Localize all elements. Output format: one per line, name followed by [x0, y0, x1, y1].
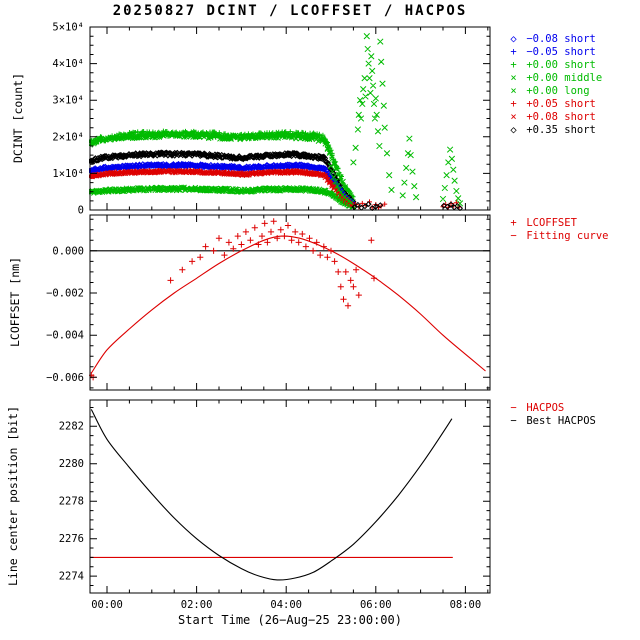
legend-label: +0.35 short: [520, 124, 596, 136]
y-tick-label: 2278: [59, 496, 84, 508]
y-tick-label: 2282: [59, 421, 84, 433]
panel-1: 0 1×10⁴ 2×10⁴ 3×10⁴ 4×10⁴ 5×10⁴: [52, 22, 491, 217]
legend-label: LCOFFSET: [520, 217, 577, 229]
legend-item: − HACPOS: [507, 402, 596, 415]
series-+0.00-long: [89, 184, 357, 210]
series-+0.35-short: [89, 149, 357, 206]
legend-label: +0.08 short: [520, 111, 596, 123]
panel-2-ticks: [90, 215, 490, 390]
legend-item: ◇ −0.08 short: [507, 33, 602, 46]
panel-1-ticks: [90, 26, 490, 211]
legend-lcoffset: + LCOFFSET − Fitting curve: [507, 217, 609, 243]
panel-2-series: [89, 218, 490, 381]
legend-item: × +0.00 middle: [507, 72, 602, 85]
series-fitting-curve: [90, 235, 486, 374]
panel-2-frame: [89, 214, 491, 391]
legend-marker-icon: ×: [510, 72, 517, 84]
y-tick-label: 4×10⁴: [52, 58, 84, 70]
y-tick-label: 2276: [59, 533, 84, 545]
legend-label: +0.00 short: [520, 59, 596, 71]
legend-marker-icon: ◇: [510, 33, 517, 45]
y-tick-label: −0.006: [46, 372, 84, 384]
x-tick-label: 02:00: [181, 599, 213, 611]
legend-marker-icon: −: [510, 415, 517, 427]
legend-marker-icon: +: [510, 46, 517, 58]
panel-3-ticks: [90, 400, 490, 593]
y-tick-label: 3×10⁴: [52, 95, 84, 107]
series-green-spikes: [327, 33, 464, 207]
legend-marker-icon: ×: [510, 111, 517, 123]
legend-marker-icon: −: [510, 230, 517, 242]
legend-item: + −0.05 short: [507, 46, 602, 59]
series-best-hacpos: [90, 409, 453, 581]
legend-marker-icon: ×: [510, 85, 517, 97]
legend-label: Best HACPOS: [520, 415, 596, 427]
y-tick-label: 5×10⁴: [52, 22, 84, 34]
series-lcoffset: [89, 218, 378, 381]
legend-marker-icon: ◇: [510, 124, 517, 136]
legend-item: − Best HACPOS: [507, 415, 596, 428]
legend-marker-icon: +: [510, 217, 517, 229]
panel-3-frame: [89, 399, 491, 594]
series-−0.05-short: [89, 162, 355, 207]
legend-label: +0.00 long: [520, 85, 590, 97]
legend-label: +0.00 middle: [520, 72, 603, 84]
y-tick-label: 0.000: [52, 245, 84, 257]
y-tick-label: 2274: [59, 571, 84, 583]
y-tick-label: 0: [78, 205, 84, 217]
legend-marker-icon: −: [510, 402, 517, 414]
legend-label: HACPOS: [520, 402, 565, 414]
legend-item: + +0.00 short: [507, 59, 602, 72]
y-tick-label: −0.002: [46, 288, 84, 300]
legend-item: ◇ +0.35 short: [507, 124, 602, 137]
y-axis-label-line-center: Line center position [bit]: [6, 405, 20, 587]
legend-label: +0.05 short: [520, 98, 596, 110]
y-tick-label: 1×10⁴: [52, 168, 84, 180]
legend-hacpos: − HACPOS − Best HACPOS: [507, 402, 596, 428]
legend-item: × +0.08 short: [507, 111, 602, 124]
panel-3: 2274 2276 2278 2280 2282 00:00 02:00 04:00 06:00…: [59, 399, 491, 611]
x-tick-label: 08:00: [450, 599, 482, 611]
panel-1-series: [89, 33, 464, 211]
chart-title: 20250827 DCINT / LCOFFSET / HACPOS: [112, 3, 468, 19]
y-tick-label: 2280: [59, 458, 84, 470]
legend-label: Fitting curve: [520, 230, 609, 242]
legend-label: −0.08 short: [520, 33, 596, 45]
legend-marker-icon: +: [510, 59, 517, 71]
x-axis-label: Start Time (26−Aug−25 23:00:00): [178, 613, 402, 627]
panel-1-frame: [89, 26, 491, 211]
legend-item: + LCOFFSET: [507, 217, 609, 230]
legend-dcint: ◇ −0.08 short + −0.05 short + +0.00 short ×…: [507, 33, 602, 137]
panel-2: −0.006 −0.004 −0.002 0.000: [46, 214, 491, 391]
x-tick-label: 06:00: [360, 599, 392, 611]
legend-marker-icon: +: [510, 98, 517, 110]
panel-3-series: [90, 409, 453, 581]
y-tick-label: −0.004: [46, 330, 84, 342]
legend-label: −0.05 short: [520, 46, 596, 58]
x-tick-label: 00:00: [91, 599, 123, 611]
legend-item: × +0.00 long: [507, 85, 602, 98]
y-axis-label-lcoffset: LCOFFSET [nm]: [8, 256, 22, 348]
y-axis-label-dcint: DCINT [count]: [11, 72, 25, 164]
y-tick-label: 2×10⁴: [52, 131, 84, 143]
legend-item: + +0.05 short: [507, 98, 602, 111]
x-tick-label: 04:00: [270, 599, 302, 611]
legend-item: − Fitting curve: [507, 230, 609, 243]
